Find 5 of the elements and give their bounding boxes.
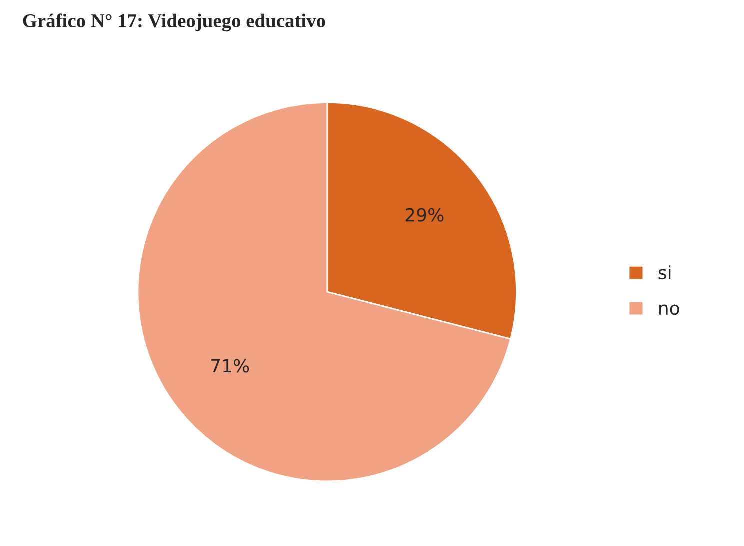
legend-label: no	[660, 304, 680, 316]
data-label: 71%	[212, 359, 250, 373]
data-label: 29%	[406, 208, 444, 222]
chart-title: Gráfico N° 17: Videojuego educativo	[23, 14, 326, 32]
legend-label: si	[658, 266, 671, 280]
